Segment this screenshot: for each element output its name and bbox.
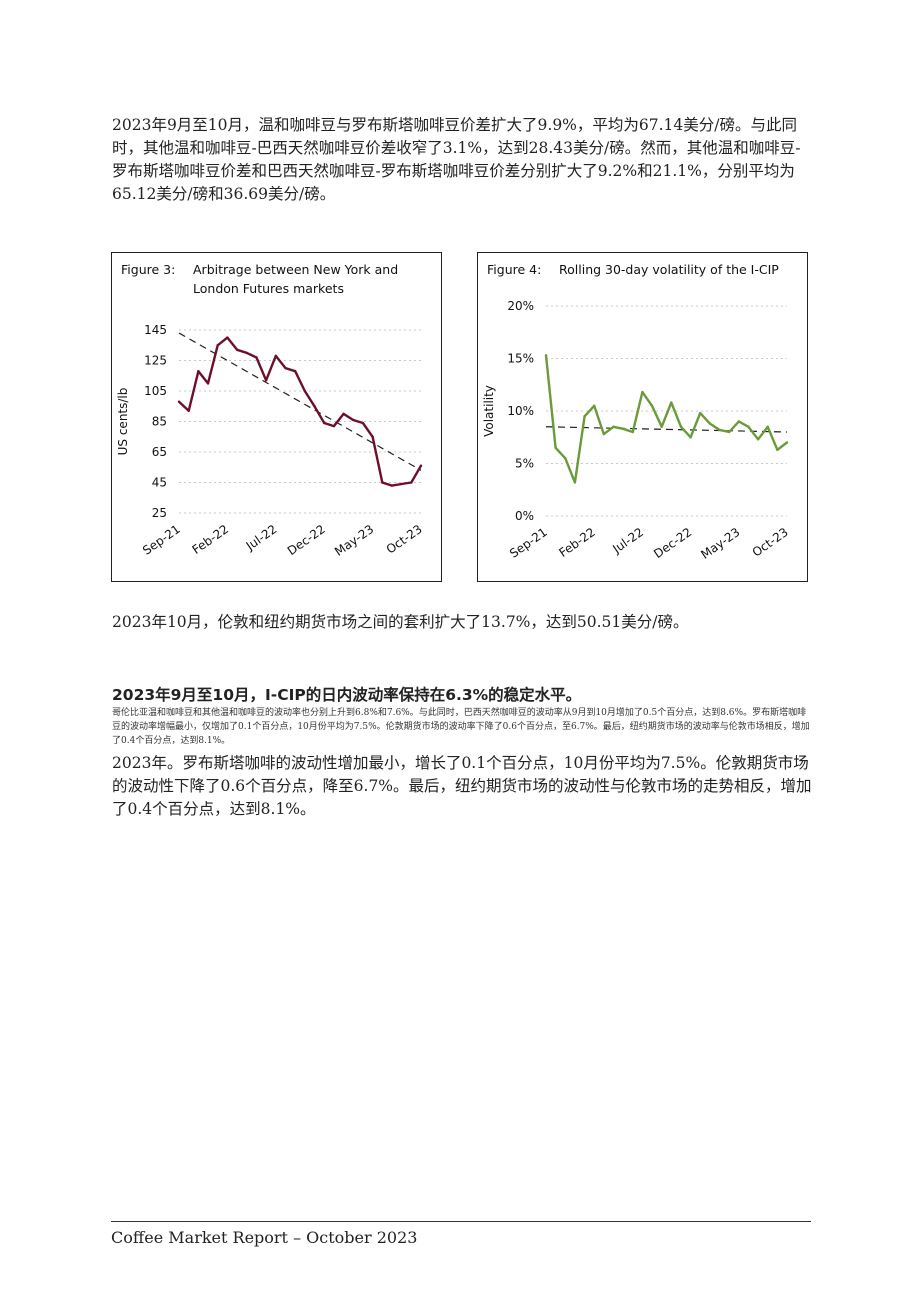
chart3-point	[274, 354, 277, 358]
figure-3-caption: Figure 3: Arbitrage between New York and …	[121, 260, 413, 298]
chart4-point	[621, 427, 625, 431]
chart3-xtick-label: Sep-21	[140, 522, 183, 558]
chart4-point	[650, 404, 654, 407]
chart4-point	[544, 354, 548, 357]
chart3-point	[313, 405, 316, 408]
chart4-point	[727, 430, 731, 434]
chart4-ylabel: Volatility	[482, 385, 496, 437]
chart4-point	[737, 420, 740, 423]
chart3-ytick-label: 25	[152, 506, 167, 520]
small-print-paragraph: 哥伦比亚温和咖啡豆和其他温和咖啡豆的波动率也分别上升到6.8%和7.6%。与此同…	[112, 708, 810, 746]
chart3-series-line	[178, 336, 423, 487]
chart3-point	[419, 464, 423, 467]
chart3-xtick-label: Dec-22	[285, 522, 328, 558]
chart3-trendline	[178, 332, 422, 471]
chart4-point	[660, 425, 663, 428]
chart3-point	[226, 336, 229, 339]
chart3-point	[361, 421, 365, 425]
chart3-ytick-label: 85	[152, 415, 167, 429]
chart3-point	[342, 412, 345, 416]
figure-3-number: Figure 3:	[121, 262, 176, 277]
chart3-point	[332, 424, 336, 428]
chart4-trendline	[545, 426, 788, 433]
figure-4-plot: 20% 15% 10% 5% 0% Volatility Sep-21 Feb-22 Jul-2…	[482, 299, 791, 562]
chart4-point	[689, 436, 692, 439]
chart3-point	[235, 348, 239, 352]
chart3-ytick-label: 125	[144, 354, 167, 368]
chart4-point	[679, 425, 683, 428]
chart4-point	[564, 457, 567, 460]
chart3-ytick-label: 105	[144, 384, 167, 398]
chart3-point	[303, 389, 307, 393]
chart4-xtick-label: Feb-22	[556, 525, 598, 560]
chart4-point	[785, 441, 789, 444]
chart3-point	[177, 400, 181, 403]
chart4-xtick-label: Jul-22	[609, 525, 646, 557]
chart3-point	[410, 481, 413, 484]
chart3-ytick-label: 145	[144, 323, 167, 337]
chart3-xtick-label: May-23	[332, 522, 376, 559]
footer-divider	[111, 1221, 811, 1222]
chart4-point	[593, 404, 596, 407]
figure-3-plot: 145 125 105 85 65 45 25 US cents/lb Sep-21 Feb-22…	[116, 323, 425, 559]
section-heading: 2023年9月至10月，I-CIP的日内波动率保持在6.3%的稳定水平。	[112, 686, 582, 704]
figure-4-caption: Figure 4: Rolling 30-day volatility of th…	[487, 260, 779, 279]
chart3-point	[255, 356, 258, 359]
chart4-point	[612, 425, 615, 428]
chart4-point	[708, 422, 712, 425]
chart3-point	[245, 351, 248, 355]
chart3-ytick-label: 65	[152, 445, 167, 459]
chart4-xtick-label: Dec-22	[651, 525, 694, 561]
chart4-point	[756, 438, 760, 441]
chart3-point	[264, 379, 268, 382]
chart4-point	[602, 432, 606, 436]
chart3-point	[400, 482, 403, 486]
chart4-point	[583, 415, 586, 418]
chart3-xtick-label: Jul-22	[243, 522, 280, 554]
chart3-point	[187, 409, 190, 413]
chart3-xtick-label: Oct-23	[384, 522, 425, 557]
chart3-point	[390, 484, 394, 487]
chart4-point	[766, 425, 769, 428]
chart3-point	[206, 382, 210, 385]
chart4-point	[641, 390, 644, 394]
chart3-point	[293, 369, 297, 373]
paragraph-volatility: 2023年。罗布斯塔咖啡的波动性增加最小，增长了0.1个百分点，10月份平均为7…	[112, 754, 812, 818]
chart4-point	[699, 411, 702, 415]
chart3-point	[284, 366, 287, 370]
chart4-xtick-label: May-23	[698, 525, 742, 562]
figure-3-title: Arbitrage between New York and London Fu…	[193, 262, 399, 296]
chart4-point	[573, 481, 577, 484]
chart3-point	[323, 421, 326, 425]
chart3-point	[381, 481, 384, 484]
figure-3-arbitrage-chart: Figure 3: Arbitrage between New York and …	[111, 252, 442, 582]
chart3-ylabel: US cents/lb	[116, 388, 130, 456]
chart4-ytick-label: 20%	[507, 299, 534, 313]
chart4-ytick-label: 0%	[515, 509, 534, 523]
chart4-point	[554, 446, 557, 449]
figure-4-title: Rolling 30-day volatility of the I-CIP	[559, 262, 779, 277]
chart4-point	[718, 428, 721, 432]
chart3-point	[352, 418, 355, 422]
chart3-point	[216, 344, 219, 347]
chart4-point	[747, 425, 750, 428]
paragraph-arbitrage: 2023年10月，伦敦和纽约期货市场之间的套利扩大了13.7%，达到50.51美…	[112, 613, 689, 631]
chart3-point	[197, 369, 200, 373]
chart4-point	[631, 430, 634, 434]
footer-text: Coffee Market Report – October 2023	[111, 1228, 418, 1247]
paragraph-price-differentials: 2023年9月至10月，温和咖啡豆与罗布斯塔咖啡豆价差扩大了9.9%，平均为67…	[112, 116, 801, 203]
chart4-ytick-label: 10%	[507, 404, 534, 418]
chart4-ytick-label: 15%	[507, 352, 534, 366]
chart3-xtick-label: Feb-22	[190, 522, 232, 557]
chart4-point	[670, 401, 673, 404]
chart3-point	[371, 435, 374, 438]
chart4-xtick-label: Oct-23	[750, 525, 791, 560]
chart4-series-line	[544, 355, 788, 484]
chart4-xtick-label: Sep-21	[507, 525, 550, 561]
figure-4-number: Figure 4:	[487, 262, 542, 277]
chart3-ytick-label: 45	[152, 476, 167, 490]
chart4-ytick-label: 5%	[515, 457, 534, 471]
chart4-point	[776, 448, 779, 452]
figure-4-volatility-chart: Figure 4: Rolling 30-day volatility of th…	[477, 252, 808, 582]
